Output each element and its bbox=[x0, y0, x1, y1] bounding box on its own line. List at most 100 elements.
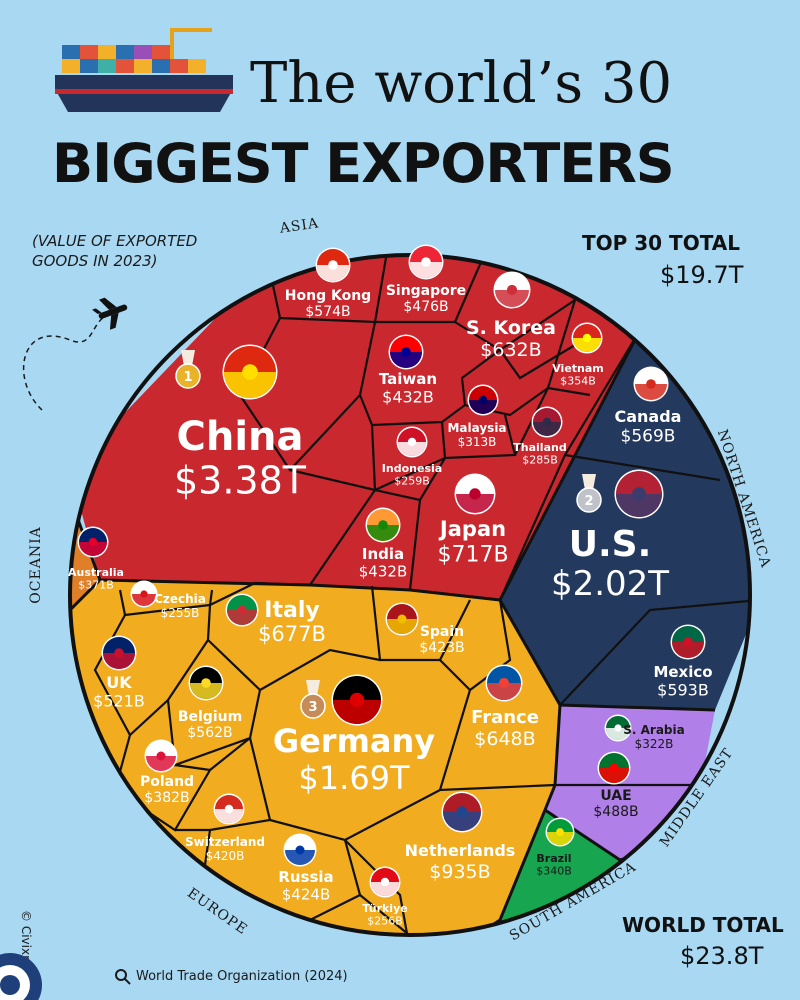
cell-border bbox=[460, 349, 501, 406]
indonesia-flag-icon bbox=[396, 426, 428, 458]
japan-label: Japan$717B bbox=[437, 517, 508, 567]
country-value: $935B bbox=[429, 861, 490, 883]
country-value: $593B bbox=[657, 680, 709, 699]
netherlands-flag-icon bbox=[441, 791, 483, 833]
czechia-flag-icon bbox=[130, 580, 158, 608]
country-name: UK bbox=[106, 673, 132, 692]
source-text: World Trade Organization (2024) bbox=[136, 969, 348, 984]
country-value: $424B bbox=[282, 885, 330, 903]
country-name: Japan bbox=[438, 517, 506, 541]
country-value: $255B bbox=[161, 606, 200, 620]
taiwan-flag-icon bbox=[388, 334, 424, 370]
china-flag-icon bbox=[222, 344, 278, 400]
country-name: Germany bbox=[273, 722, 435, 760]
country-value: $677B bbox=[258, 622, 326, 646]
country-value: $521B bbox=[93, 691, 145, 710]
china-label: China$3.38T bbox=[174, 414, 307, 503]
spain-flag-icon bbox=[385, 602, 419, 636]
country-name: Türkiye bbox=[362, 902, 407, 915]
s-korea-label: S. Korea$632B bbox=[466, 317, 556, 361]
country-name: Russia bbox=[278, 868, 333, 886]
country-value: $2.02T bbox=[551, 564, 669, 604]
hong-kong-flag-icon bbox=[315, 247, 351, 283]
u-s-label: U.S.$2.02T bbox=[551, 524, 669, 604]
ship-icon bbox=[55, 28, 233, 112]
australia-flag-icon bbox=[77, 526, 109, 558]
uk-flag-icon bbox=[101, 635, 137, 671]
t-rkiye-flag-icon bbox=[369, 866, 401, 898]
taiwan-label: Taiwan$432B bbox=[379, 370, 437, 406]
brazil-flag-icon bbox=[545, 817, 575, 847]
malaysia-flag-icon bbox=[467, 384, 499, 416]
cell-border bbox=[118, 589, 214, 617]
region-north-america bbox=[500, 330, 750, 710]
russia-flag-icon bbox=[283, 833, 317, 867]
country-name: Canada bbox=[615, 407, 682, 426]
uae-label: UAE$488B bbox=[593, 788, 638, 820]
cell-border bbox=[259, 648, 381, 691]
country-value: $476B bbox=[403, 299, 448, 315]
country-value: $632B bbox=[480, 339, 541, 361]
search-icon bbox=[115, 969, 131, 985]
country-value: $488B bbox=[593, 804, 638, 820]
brazil-label: Brazil$340B bbox=[536, 852, 572, 878]
switzerland-flag-icon bbox=[213, 793, 245, 825]
italy-flag-icon bbox=[225, 593, 259, 627]
world-total-label: WORLD TOTAL bbox=[622, 913, 784, 937]
country-value: $382B bbox=[144, 790, 189, 806]
belgium-label: Belgium$562B bbox=[178, 709, 242, 741]
germany-flag-icon bbox=[331, 674, 383, 726]
country-value: $259B bbox=[394, 475, 430, 488]
country-value: $432B bbox=[359, 562, 407, 580]
region-border bbox=[70, 329, 642, 602]
country-name: UAE bbox=[600, 788, 631, 804]
india-label: India$432B bbox=[359, 545, 407, 580]
singapore-flag-icon bbox=[408, 244, 444, 280]
country-name: Taiwan bbox=[379, 370, 437, 388]
thailand-label: Thailand$285B bbox=[513, 441, 566, 467]
cell-border bbox=[499, 329, 601, 380]
country-value: $3.38T bbox=[174, 459, 307, 503]
canada-label: Canada$569B bbox=[615, 407, 682, 447]
poland-label: Poland$382B bbox=[140, 774, 194, 806]
singapore-label: Singapore$476B bbox=[386, 283, 466, 315]
country-name: Hong Kong bbox=[285, 288, 371, 304]
country-name: Italy bbox=[264, 598, 319, 623]
country-value: $313B bbox=[458, 435, 497, 449]
poland-flag-icon bbox=[144, 739, 178, 773]
uk-label: UK$521B bbox=[93, 673, 145, 710]
cell-border bbox=[559, 598, 750, 706]
cell-border bbox=[309, 489, 376, 586]
country-value: $322B bbox=[635, 737, 674, 751]
cell-border bbox=[289, 468, 376, 492]
top30-value: $19.7T bbox=[660, 261, 744, 289]
region-border bbox=[70, 578, 102, 642]
title-line-2: BIGGEST EXPORTERS bbox=[52, 132, 674, 195]
country-name: Malaysia bbox=[447, 421, 506, 435]
logo-icon bbox=[0, 953, 42, 1000]
region-label-asia: ASIA bbox=[278, 215, 320, 236]
country-name: India bbox=[362, 545, 404, 563]
country-value: $569B bbox=[621, 427, 676, 447]
country-name: Thailand bbox=[513, 441, 566, 454]
medal-rank: 2 bbox=[584, 494, 593, 509]
cell-border bbox=[564, 453, 721, 482]
spain-label: Spain$423B bbox=[419, 624, 464, 656]
note-line-2: GOODS IN 2023) bbox=[32, 252, 158, 270]
country-value: $574B bbox=[305, 304, 350, 320]
cell-border bbox=[440, 414, 517, 460]
country-name: Australia bbox=[68, 566, 124, 579]
country-value: $371B bbox=[78, 579, 114, 592]
netherlands-label: Netherlands$935B bbox=[405, 841, 516, 883]
region-label-europe: EUROPE bbox=[184, 885, 250, 938]
country-name: Czechia bbox=[154, 592, 206, 606]
country-name: S. Arabia bbox=[623, 723, 684, 737]
switzerland-label: Switzerland$420B bbox=[185, 835, 265, 863]
country-name: Poland bbox=[140, 774, 194, 790]
mexico-label: Mexico$593B bbox=[653, 663, 712, 699]
medal-3-icon: 3 bbox=[300, 680, 326, 719]
cell-border bbox=[370, 585, 471, 662]
region-label-oceania: OCEANIA bbox=[28, 526, 44, 603]
